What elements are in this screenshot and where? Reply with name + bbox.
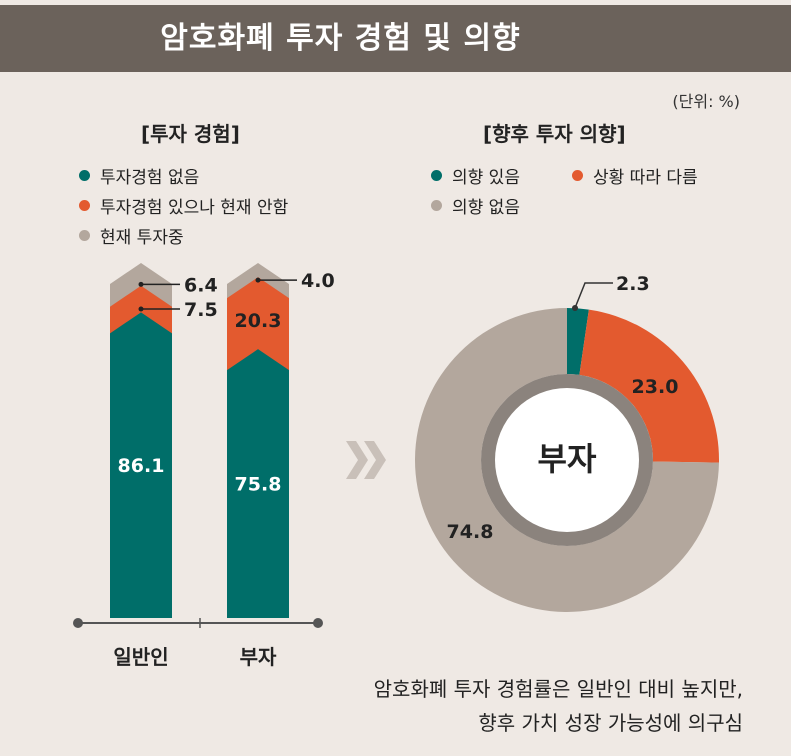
chevron-right-icon (346, 441, 368, 479)
legend-swatch (431, 199, 442, 211)
donut-hole (495, 388, 639, 532)
legend-item: 투자경험 있으나 현재 안함 (79, 190, 288, 220)
future-intent-title: [향후 투자 의향] (483, 122, 626, 146)
legend-swatch (79, 169, 90, 181)
leader-dot (572, 305, 578, 311)
legend-swatch (79, 229, 90, 241)
caption-line: 암호화폐 투자 경험률은 일반인 대비 높지만, (373, 677, 743, 701)
caption: 암호화폐 투자 경험률은 일반인 대비 높지만, 향후 가치 성장 가능성에 의… (183, 672, 743, 740)
experience-legend: 투자경험 없음 투자경험 있으나 현재 안함 현재 투자중 (79, 160, 288, 250)
category-label: 일반인 (113, 645, 168, 669)
slice-label-intent-yes: 2.3 (616, 273, 650, 295)
legend-label: 현재 투자중 (100, 227, 184, 248)
legend-item: 의향 있음 (431, 160, 572, 190)
legend-label: 의향 있음 (452, 167, 520, 188)
top-strip (0, 0, 791, 5)
page-title: 암호화폐 투자 경험 및 의향 (160, 21, 521, 56)
legend-swatch (431, 169, 442, 181)
callout-dot (255, 277, 261, 283)
chevron-right-icon (364, 441, 386, 479)
slice-label-intent-no: 74.8 (447, 521, 494, 543)
legend-label: 의향 없음 (452, 197, 520, 218)
leader-line (574, 282, 613, 309)
bar-axis: 일반인 부자 (73, 618, 323, 669)
legend-item: 현재 투자중 (79, 220, 288, 250)
legend-label: 상황 따라 다름 (593, 167, 698, 188)
investment-experience-title: [투자 경험] (141, 122, 240, 146)
bar-value-label: 75.8 (235, 474, 282, 496)
intent-legend: 의향 있음 상황 따라 다름 의향 없음 (431, 160, 751, 220)
donut-slice-depends (579, 309, 719, 463)
bar-value-label: 7.5 (184, 299, 218, 321)
axis-end-dot (73, 618, 83, 628)
legend-swatch (572, 169, 583, 181)
bar-segment-no-experience (110, 312, 172, 618)
legend-label: 투자경험 있으나 현재 안함 (100, 197, 289, 218)
bar-value-label: 4.0 (301, 270, 335, 292)
callout-dot (138, 306, 144, 312)
donut-chart (414, 308, 719, 612)
donut-center-label: 부자 (538, 440, 597, 478)
bar-value-label: 6.4 (184, 274, 218, 296)
legend-label: 투자경험 없음 (100, 167, 200, 188)
bar-segment-no-experience (227, 349, 289, 618)
legend-swatch (79, 199, 90, 211)
stacked-bar-chart: 86.1 6.4 7.5 75.8 20.3 4.0 (110, 263, 335, 618)
header-banner: 암호화폐 투자 경험 및 의향 (0, 5, 791, 72)
category-label: 부자 (240, 645, 277, 669)
caption-line: 향후 가치 성장 가능성에 의구심 (478, 711, 743, 735)
unit-label: (단위: %) (672, 92, 740, 111)
donut-slice-intent-no (414, 308, 719, 612)
bar-value-label: 86.1 (118, 455, 165, 477)
donut-labels: 2.3 23.0 74.8 부자 (447, 273, 679, 543)
bar-value-label: 20.3 (235, 310, 282, 332)
arrow-icon (346, 441, 386, 479)
legend-item: 의향 없음 (431, 190, 751, 220)
callout-dot (138, 281, 144, 287)
legend-item: 상황 따라 다름 (572, 160, 698, 190)
axis-end-dot (313, 618, 323, 628)
slice-label-depends: 23.0 (632, 376, 679, 398)
legend-item: 투자경험 없음 (79, 160, 288, 190)
donut-slice-intent-yes (567, 308, 589, 375)
